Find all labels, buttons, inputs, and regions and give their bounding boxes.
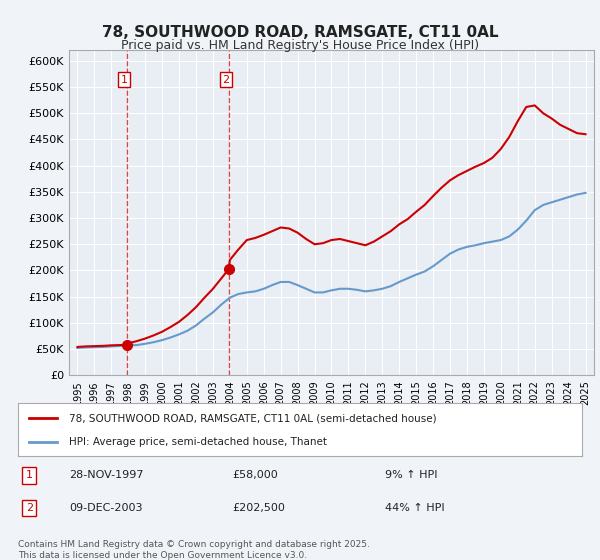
- Text: 1: 1: [26, 470, 33, 480]
- Text: £58,000: £58,000: [232, 470, 278, 480]
- Text: Price paid vs. HM Land Registry's House Price Index (HPI): Price paid vs. HM Land Registry's House …: [121, 39, 479, 52]
- Text: 44% ↑ HPI: 44% ↑ HPI: [385, 503, 444, 513]
- Text: 2: 2: [223, 74, 230, 85]
- Text: Contains HM Land Registry data © Crown copyright and database right 2025.
This d: Contains HM Land Registry data © Crown c…: [18, 540, 370, 560]
- Text: 1: 1: [121, 74, 128, 85]
- Text: 09-DEC-2003: 09-DEC-2003: [69, 503, 142, 513]
- Text: 2: 2: [26, 503, 33, 513]
- Text: HPI: Average price, semi-detached house, Thanet: HPI: Average price, semi-detached house,…: [69, 436, 327, 446]
- Text: 78, SOUTHWOOD ROAD, RAMSGATE, CT11 0AL (semi-detached house): 78, SOUTHWOOD ROAD, RAMSGATE, CT11 0AL (…: [69, 413, 436, 423]
- Text: 9% ↑ HPI: 9% ↑ HPI: [385, 470, 437, 480]
- Text: 78, SOUTHWOOD ROAD, RAMSGATE, CT11 0AL: 78, SOUTHWOOD ROAD, RAMSGATE, CT11 0AL: [102, 25, 498, 40]
- Text: 28-NOV-1997: 28-NOV-1997: [69, 470, 143, 480]
- Text: £202,500: £202,500: [232, 503, 285, 513]
